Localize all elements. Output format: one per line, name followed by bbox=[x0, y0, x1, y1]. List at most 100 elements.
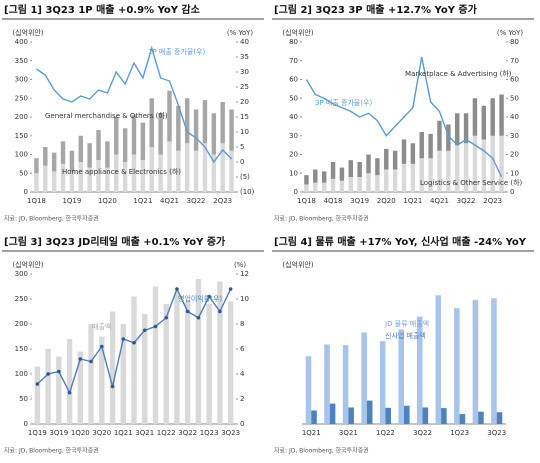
source: 자료: JD, Bloomberg, 한국투자증권 bbox=[4, 447, 99, 455]
y2-tick-label: 30 bbox=[510, 132, 519, 140]
y2-unit: (%) bbox=[234, 261, 246, 269]
bar bbox=[158, 113, 163, 155]
y-tick-label: 250 bbox=[15, 295, 28, 303]
bar bbox=[185, 143, 190, 192]
x-tick-label: 1Q21 bbox=[302, 429, 321, 437]
bar bbox=[193, 150, 199, 192]
bar bbox=[491, 298, 497, 424]
bar bbox=[211, 113, 217, 155]
x-tick-label: 1Q22 bbox=[157, 429, 176, 437]
x-tick-label: 1Q18 bbox=[27, 197, 46, 205]
x-tick-label: 3Q19 bbox=[49, 429, 68, 437]
bar bbox=[114, 117, 119, 155]
x-tick-label: 1Q20 bbox=[98, 197, 117, 205]
y-tick-label: 70 bbox=[289, 57, 298, 65]
y2-tick-label: 10 bbox=[240, 128, 249, 136]
bar bbox=[87, 143, 92, 168]
bar bbox=[419, 158, 424, 192]
bar bbox=[481, 139, 487, 192]
bar bbox=[131, 154, 137, 192]
line-marker bbox=[121, 337, 126, 341]
y2-tick-label: 40 bbox=[510, 113, 519, 121]
bar bbox=[217, 281, 223, 424]
bar bbox=[392, 150, 398, 170]
x-tick-label: 1Q23 bbox=[200, 429, 219, 437]
series-label: 1P 매출 증가율(우) bbox=[148, 47, 205, 56]
line-marker bbox=[35, 382, 40, 386]
bar bbox=[330, 178, 336, 192]
bar bbox=[109, 311, 116, 424]
bar bbox=[227, 301, 234, 424]
line bbox=[305, 56, 503, 178]
bar bbox=[185, 98, 190, 144]
bar bbox=[455, 145, 460, 192]
bar bbox=[419, 132, 424, 159]
y2-tick-label: 8 bbox=[240, 320, 244, 328]
bar bbox=[34, 173, 39, 192]
bar bbox=[490, 135, 495, 192]
bar bbox=[229, 150, 234, 192]
x-tick-label: 3Q22 bbox=[413, 429, 432, 437]
y2-tick-label: 0 bbox=[510, 188, 514, 196]
bar bbox=[481, 105, 487, 140]
y2-tick-label: 20 bbox=[240, 98, 249, 106]
bar bbox=[206, 304, 212, 424]
bar bbox=[384, 148, 389, 170]
bar bbox=[428, 133, 433, 159]
x-tick-label: 3Q19 bbox=[350, 197, 369, 205]
bar bbox=[211, 154, 217, 192]
bar bbox=[51, 152, 57, 172]
bar bbox=[163, 304, 169, 424]
y2-tick-label: 70 bbox=[510, 57, 519, 65]
x-tick-label: 4Q21 bbox=[160, 197, 179, 205]
bar bbox=[152, 286, 159, 424]
bar bbox=[392, 169, 398, 192]
y2-tick-label: 15 bbox=[240, 113, 249, 121]
bar bbox=[105, 141, 110, 168]
bar bbox=[311, 410, 317, 424]
bar bbox=[313, 169, 318, 183]
bar bbox=[384, 169, 389, 192]
x-tick-label: 3Q23 bbox=[487, 429, 506, 437]
bar bbox=[202, 100, 208, 144]
y-tick-label: 0 bbox=[24, 420, 28, 428]
bar bbox=[185, 301, 191, 424]
bar bbox=[499, 135, 504, 192]
bar bbox=[60, 141, 66, 164]
bar bbox=[60, 163, 66, 192]
panel-title: [그림 1] 3Q23 1P 매출 +0.9% YoY 감소 bbox=[4, 3, 200, 16]
y-tick-label: 150 bbox=[15, 345, 28, 353]
bar bbox=[142, 314, 148, 424]
y2-tick-label: 35 bbox=[240, 53, 249, 61]
series-label: Logistics & Other Service (하) bbox=[420, 178, 523, 187]
bar bbox=[78, 135, 83, 162]
bar bbox=[446, 150, 451, 192]
x-tick-label: 1Q21 bbox=[114, 429, 133, 437]
source: 자료: JD, Bloomberg, 한국투자증권 bbox=[274, 447, 369, 455]
bar bbox=[321, 171, 327, 183]
bar bbox=[43, 165, 48, 192]
y2-tick-label: 12 bbox=[240, 270, 249, 278]
y-tick-label: 50 bbox=[289, 94, 298, 102]
bar bbox=[339, 180, 345, 192]
bar bbox=[69, 171, 75, 192]
bar bbox=[410, 143, 416, 164]
y-tick-label: 30 bbox=[289, 132, 298, 140]
line-marker bbox=[142, 328, 147, 333]
y2-tick-label: 10 bbox=[240, 295, 249, 303]
line-marker bbox=[228, 287, 233, 291]
bar bbox=[463, 113, 469, 144]
panel-title: [그림 2] 3Q23 3P 매출 +12.7% YoY 증가 bbox=[274, 3, 478, 16]
x-tick-label: 1Q19 bbox=[28, 429, 47, 437]
bar bbox=[348, 160, 353, 177]
bar bbox=[88, 324, 94, 424]
bar bbox=[385, 407, 392, 424]
x-tick-label: 1Q23 bbox=[450, 429, 469, 437]
y-tick-label: 0 bbox=[294, 188, 298, 196]
x-tick-label: 4Q21 bbox=[430, 197, 449, 205]
y-tick-label: 200 bbox=[15, 113, 28, 121]
bar bbox=[404, 405, 410, 424]
y-tick-label: 100 bbox=[15, 151, 28, 159]
